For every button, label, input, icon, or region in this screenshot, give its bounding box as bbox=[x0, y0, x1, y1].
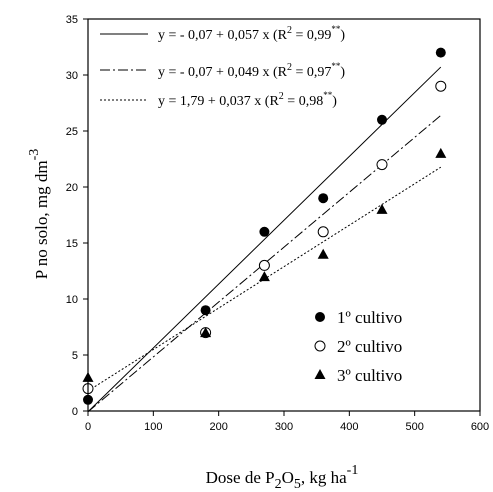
point-series-2 bbox=[258, 259, 270, 271]
data-points bbox=[82, 47, 447, 405]
legend-marker-1 bbox=[315, 312, 325, 322]
y-tick-label: 35 bbox=[66, 14, 78, 26]
legend: 1º cultivo 2º cultivo 3º cultivo bbox=[314, 308, 402, 385]
x-tick-label: 500 bbox=[405, 421, 423, 433]
y-axis-label: P no solo, mg dm-3 bbox=[27, 149, 51, 280]
legend-label-1: 1º cultivo bbox=[337, 308, 402, 327]
y-axis-ticks: 0 5 10 15 20 25 30 35 bbox=[66, 14, 88, 418]
legend-marker-3 bbox=[314, 369, 326, 379]
point-series-3 bbox=[376, 203, 388, 214]
x-tick-label: 600 bbox=[471, 421, 489, 433]
fit-line-series-1 bbox=[87, 66, 442, 413]
x-axis-label: Dose de P2O5, kg ha-1 bbox=[206, 463, 359, 492]
x-tick-label: 200 bbox=[209, 421, 227, 433]
point-series-1 bbox=[435, 47, 446, 58]
point-series-3 bbox=[435, 147, 447, 158]
x-tick-label: 400 bbox=[340, 421, 358, 433]
point-series-1 bbox=[318, 193, 329, 204]
x-tick-label: 300 bbox=[275, 421, 293, 433]
equation-3: y = 1,79 + 0,037 x (R2 = 0,98**) bbox=[158, 90, 337, 109]
legend-label-3: 3º cultivo bbox=[337, 366, 402, 385]
y-tick-label: 10 bbox=[66, 294, 78, 306]
x-axis-ticks: 0 100 200 300 400 500 600 bbox=[85, 411, 489, 433]
y-tick-label: 5 bbox=[72, 350, 78, 362]
legend-label-2: 2º cultivo bbox=[337, 337, 402, 356]
equation-2: y = - 0,07 + 0,049 x (R2 = 0,97**) bbox=[158, 61, 345, 80]
point-series-3 bbox=[317, 248, 329, 259]
point-series-2 bbox=[376, 159, 388, 171]
point-series-2 bbox=[317, 226, 329, 238]
equation-box: y = - 0,07 + 0,057 x (R2 = 0,99**) y = -… bbox=[100, 24, 345, 109]
point-series-3 bbox=[200, 327, 212, 338]
legend-marker-2 bbox=[314, 340, 326, 352]
x-tick-label: 100 bbox=[144, 421, 162, 433]
y-tick-label: 0 bbox=[72, 406, 78, 418]
x-tick-label: 0 bbox=[85, 421, 91, 433]
point-series-1 bbox=[377, 114, 387, 125]
y-tick-label: 30 bbox=[66, 70, 78, 82]
point-series-2 bbox=[435, 80, 447, 92]
regression-lines bbox=[87, 66, 442, 413]
equation-1: y = - 0,07 + 0,057 x (R2 = 0,99**) bbox=[158, 24, 345, 43]
y-tick-label: 15 bbox=[66, 238, 78, 250]
point-series-3 bbox=[258, 271, 270, 282]
point-series-1 bbox=[200, 305, 211, 316]
y-tick-label: 20 bbox=[66, 182, 78, 194]
point-series-1 bbox=[259, 226, 270, 237]
y-tick-label: 25 bbox=[66, 126, 78, 138]
